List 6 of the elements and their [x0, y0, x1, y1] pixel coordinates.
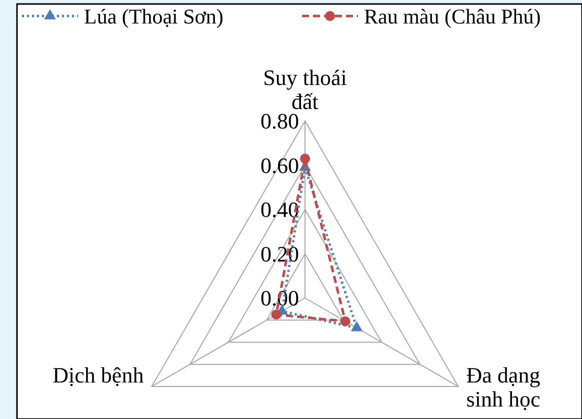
spoke-label: Dịch bệnh	[52, 362, 144, 388]
y-tick-label: 0.60	[260, 152, 299, 178]
y-tick-label: 0.20	[260, 241, 299, 266]
legend-label: Rau màu (Châu Phú)	[364, 4, 541, 28]
legend-label: Lúa (Thoại Sơn)	[84, 4, 224, 28]
spoke-label: Đa dạng sinh học	[466, 362, 540, 412]
